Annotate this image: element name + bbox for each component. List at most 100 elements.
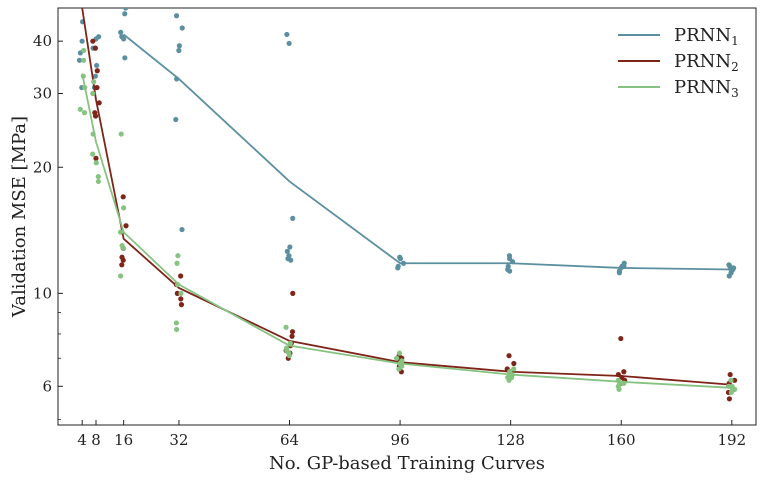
data-point bbox=[81, 110, 88, 116]
data-point bbox=[76, 57, 83, 63]
series-prnn-2 bbox=[81, 8, 738, 402]
data-point bbox=[507, 256, 513, 262]
data-point bbox=[618, 335, 624, 342]
data-point bbox=[120, 245, 127, 252]
data-point bbox=[728, 377, 734, 383]
data-point bbox=[92, 45, 98, 51]
data-point bbox=[506, 353, 512, 359]
data-point bbox=[91, 79, 97, 85]
x-axis: 4 8 16 32 64 96 128 160 192 bbox=[77, 420, 746, 449]
data-point bbox=[511, 366, 517, 372]
data-point bbox=[731, 377, 738, 383]
data-point bbox=[173, 320, 179, 326]
data-point bbox=[118, 131, 124, 137]
data-point bbox=[394, 355, 400, 361]
data-point bbox=[616, 268, 622, 274]
series-line bbox=[81, 8, 732, 386]
data-point bbox=[122, 55, 128, 61]
y-tick-label: 6 bbox=[42, 377, 52, 395]
data-point bbox=[90, 90, 96, 97]
data-point bbox=[732, 386, 738, 392]
plot-frame bbox=[57, 7, 757, 426]
data-point bbox=[284, 31, 290, 38]
data-point bbox=[395, 263, 401, 269]
data-point bbox=[285, 256, 291, 262]
data-point bbox=[93, 160, 99, 166]
y-tick-label: 30 bbox=[33, 85, 52, 103]
data-point bbox=[505, 266, 511, 273]
y-axis: 6 10 20 30 40 bbox=[33, 32, 63, 420]
data-point bbox=[119, 34, 125, 40]
data-point bbox=[178, 290, 184, 296]
data-point bbox=[290, 290, 296, 296]
legend-label-name: PRNN bbox=[674, 77, 731, 98]
data-point bbox=[728, 389, 734, 396]
data-point bbox=[118, 273, 124, 279]
legend-label: PRNN1 bbox=[674, 25, 739, 48]
data-point bbox=[96, 34, 102, 40]
data-point bbox=[79, 38, 85, 44]
data-point bbox=[507, 369, 513, 375]
data-point bbox=[118, 29, 124, 35]
data-point bbox=[726, 273, 732, 279]
data-point bbox=[289, 333, 295, 339]
y-tick-label: 40 bbox=[33, 32, 52, 50]
data-point bbox=[396, 350, 403, 356]
data-point bbox=[90, 38, 96, 44]
data-point bbox=[119, 254, 125, 260]
legend-label-name: PRNN bbox=[674, 51, 731, 72]
x-tick-label: 96 bbox=[391, 431, 410, 449]
x-tick-label: 4 bbox=[77, 431, 87, 449]
x-tick-label: 32 bbox=[169, 431, 188, 449]
data-point bbox=[289, 329, 296, 335]
data-point bbox=[119, 262, 125, 268]
legend-label: PRNN2 bbox=[674, 51, 739, 74]
series-line bbox=[81, 73, 732, 389]
data-point bbox=[96, 100, 102, 106]
data-point bbox=[123, 8, 129, 11]
y-tick-label: 10 bbox=[33, 284, 52, 302]
data-point bbox=[123, 223, 129, 229]
data-point bbox=[179, 25, 185, 31]
y-tick-label: 20 bbox=[33, 158, 52, 176]
data-point bbox=[284, 348, 290, 354]
data-point bbox=[176, 43, 182, 49]
data-point bbox=[122, 11, 128, 17]
data-point bbox=[174, 290, 180, 296]
data-point bbox=[92, 73, 98, 79]
legend-label: PRNN3 bbox=[674, 77, 739, 100]
data-point bbox=[179, 226, 185, 233]
data-point bbox=[726, 262, 732, 268]
data-point bbox=[173, 326, 180, 333]
data-point bbox=[178, 296, 184, 302]
data-point bbox=[397, 256, 404, 262]
x-tick-label: 16 bbox=[114, 431, 133, 449]
data-point bbox=[174, 260, 180, 266]
series-layer bbox=[76, 8, 738, 402]
series-prnn-1 bbox=[76, 8, 737, 279]
data-point bbox=[176, 47, 182, 54]
data-point bbox=[173, 13, 180, 19]
data-point bbox=[94, 84, 100, 91]
data-point bbox=[284, 248, 290, 254]
y-axis-title: Validation MSE [MPa] bbox=[9, 116, 30, 318]
data-point bbox=[286, 40, 292, 47]
legend-label-name: PRNN bbox=[674, 25, 731, 46]
data-point bbox=[95, 173, 101, 180]
data-point bbox=[81, 47, 87, 54]
data-point bbox=[173, 116, 179, 123]
data-point bbox=[120, 194, 126, 200]
x-tick-label: 8 bbox=[91, 431, 101, 449]
data-point bbox=[95, 178, 102, 185]
data-point bbox=[175, 253, 181, 259]
legend-label-subscript: 1 bbox=[731, 34, 739, 48]
data-point bbox=[90, 151, 96, 157]
data-point bbox=[178, 273, 184, 279]
data-point bbox=[283, 324, 289, 330]
legend-label-subscript: 3 bbox=[731, 86, 739, 100]
data-point bbox=[117, 229, 124, 235]
data-point bbox=[616, 386, 622, 392]
series-prnn-3 bbox=[77, 47, 738, 396]
